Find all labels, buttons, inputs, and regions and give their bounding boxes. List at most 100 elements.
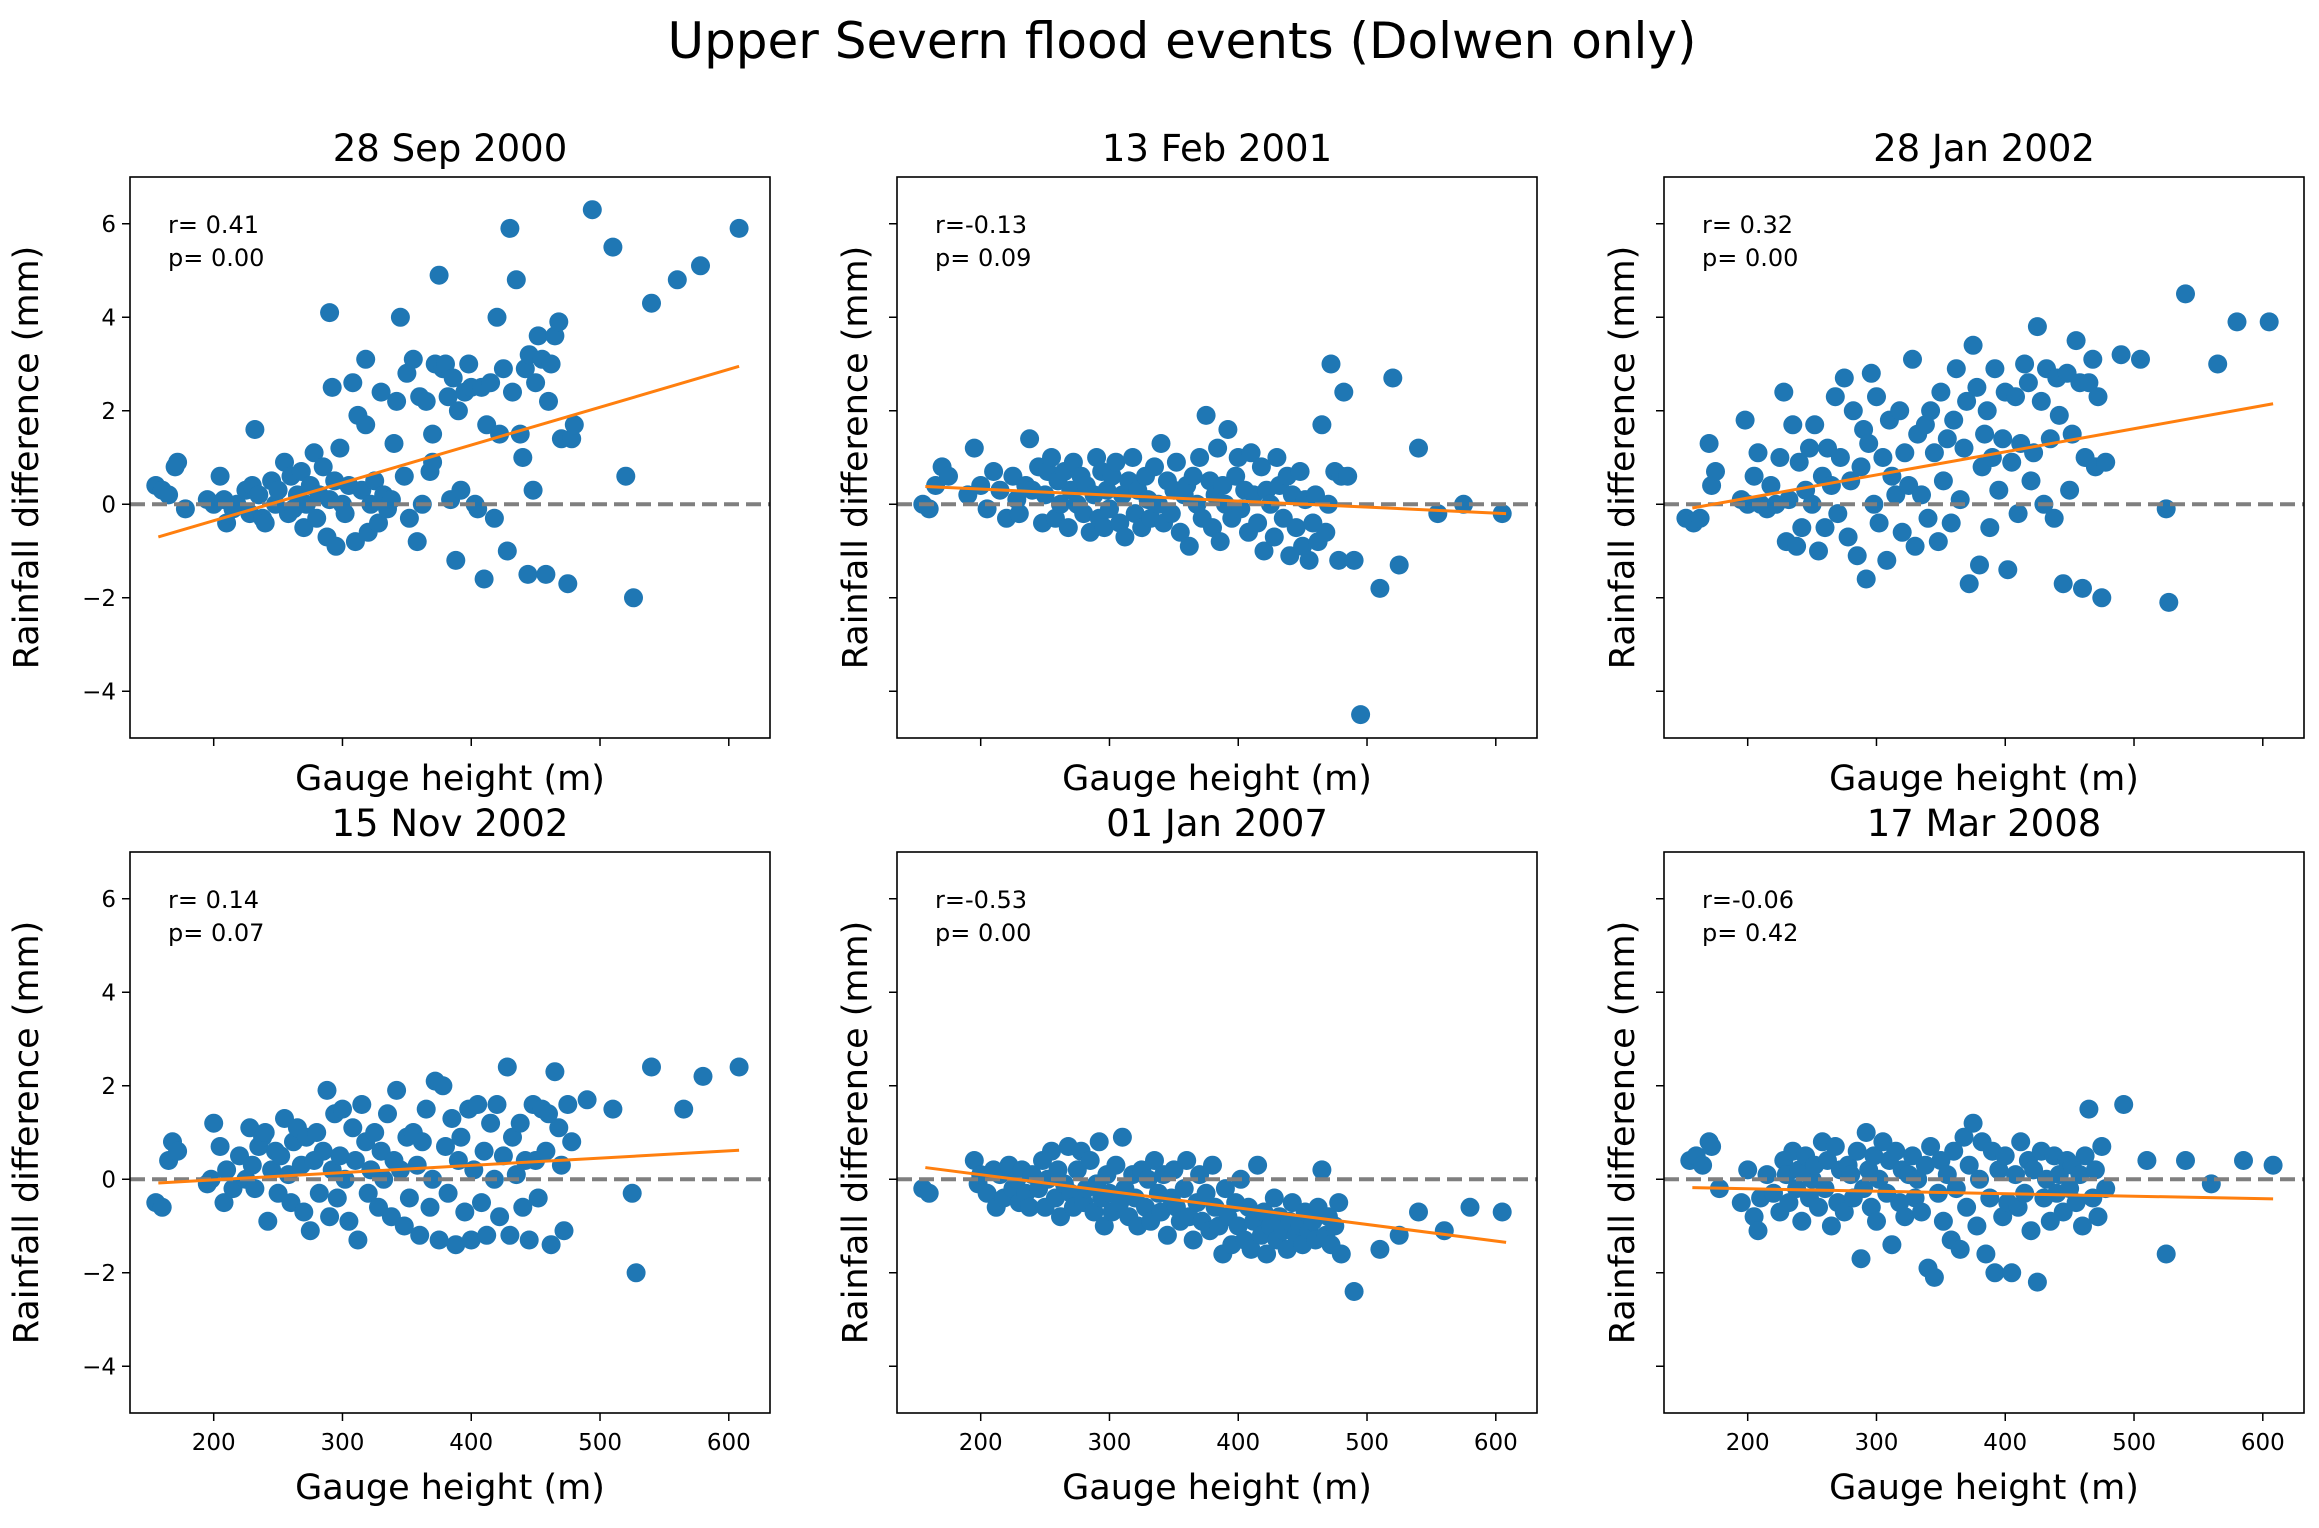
data-point	[2075, 1146, 2095, 1166]
data-point	[2002, 1263, 2022, 1283]
x-tick-label: 200	[1726, 1430, 1770, 1456]
subplot-4: 15 Nov 2002 200 300 400 500 600 −4 −2 0 2 4 6 Gauge …	[7, 802, 771, 1508]
data-point	[490, 1207, 510, 1227]
data-point	[541, 354, 561, 374]
data-point	[1980, 1188, 2000, 1208]
data-point	[1058, 518, 1078, 538]
data-point	[365, 1123, 385, 1142]
data-point	[1921, 1137, 1941, 1156]
data-point	[2006, 387, 2025, 407]
data-point	[1867, 387, 1886, 407]
data-point	[506, 270, 526, 290]
p-value-annotation: p= 0.42	[1702, 919, 1798, 947]
data-point	[674, 1099, 694, 1119]
data-point	[1967, 377, 1987, 397]
data-point	[729, 218, 749, 238]
data-point	[691, 256, 710, 276]
data-point	[539, 391, 558, 411]
data-point	[1809, 1197, 1828, 1217]
data-point	[1190, 448, 1210, 467]
data-point	[1882, 1235, 1902, 1255]
data-point	[1989, 480, 2009, 500]
data-point	[2114, 1095, 2134, 1114]
data-point	[294, 1202, 314, 1222]
data-point	[1834, 368, 1854, 388]
data-point	[603, 237, 623, 257]
data-point	[352, 1095, 372, 1114]
data-point	[472, 1193, 491, 1213]
data-point	[1967, 1216, 1987, 1236]
data-point	[1251, 457, 1271, 477]
data-point	[1329, 1193, 1349, 1213]
data-point	[2208, 354, 2228, 374]
data-point	[1344, 1282, 1364, 1301]
data-point	[729, 1057, 749, 1077]
data-point	[258, 1211, 278, 1231]
data-point	[2156, 1244, 2176, 1264]
correlation-annotation: r=-0.53	[935, 886, 1027, 914]
y-tick-label: −2	[82, 1261, 116, 1287]
data-point	[217, 1160, 237, 1180]
data-point	[335, 504, 355, 524]
p-value-annotation: p= 0.00	[935, 919, 1031, 947]
data-point	[436, 1137, 455, 1156]
data-point	[451, 480, 471, 500]
data-point	[582, 200, 602, 220]
data-point	[1792, 518, 1812, 538]
data-point	[420, 1197, 440, 1217]
regression-line	[1692, 402, 2274, 510]
data-point	[1985, 359, 2005, 379]
data-point	[1963, 335, 1983, 355]
data-point	[1851, 1249, 1871, 1269]
data-point	[1915, 1155, 1935, 1175]
data-point	[461, 1230, 481, 1250]
data-point	[1693, 1155, 1713, 1175]
plot-area	[1664, 1095, 2304, 1292]
data-point	[1264, 1188, 1284, 1208]
data-point	[1867, 1211, 1886, 1231]
data-point	[2027, 317, 2047, 337]
data-point	[210, 1137, 230, 1156]
data-point	[1825, 1137, 1845, 1156]
data-point	[343, 373, 363, 393]
data-point	[255, 513, 275, 533]
data-point	[1074, 504, 1094, 524]
data-point	[481, 1113, 501, 1133]
y-tick-label: −4	[82, 1354, 116, 1380]
data-point	[1950, 1239, 1970, 1259]
data-point	[335, 1169, 355, 1189]
data-point	[484, 508, 504, 528]
data-point	[1179, 536, 1199, 556]
data-point	[1690, 508, 1710, 528]
data-point	[1409, 438, 1428, 458]
data-point	[1980, 518, 2000, 538]
data-point	[1800, 438, 1819, 458]
data-point	[333, 1099, 352, 1119]
data-point	[1864, 1146, 1884, 1166]
correlation-annotation: r= 0.32	[1702, 211, 1793, 239]
data-point	[528, 326, 548, 346]
data-point	[438, 1183, 458, 1203]
axes-frame	[896, 176, 1538, 739]
data-point	[518, 564, 538, 584]
data-point	[1993, 429, 2013, 449]
data-point	[2131, 349, 2150, 369]
data-point	[2021, 1221, 2041, 1241]
data-point	[693, 1066, 713, 1086]
data-point	[1905, 536, 1925, 556]
data-point	[1063, 452, 1083, 472]
data-point	[2008, 504, 2028, 524]
data-point	[1977, 401, 1997, 421]
data-point	[326, 536, 346, 556]
data-point	[497, 541, 517, 561]
data-point	[549, 312, 569, 332]
correlation-annotation: r=-0.13	[935, 211, 1027, 239]
data-point	[387, 391, 407, 411]
data-point	[1196, 1183, 1216, 1203]
data-point	[513, 1197, 533, 1217]
data-point	[429, 265, 449, 285]
data-point	[1248, 513, 1268, 533]
data-point	[1957, 1197, 1977, 1217]
data-point	[1995, 1146, 2015, 1166]
data-point	[1877, 550, 1897, 570]
